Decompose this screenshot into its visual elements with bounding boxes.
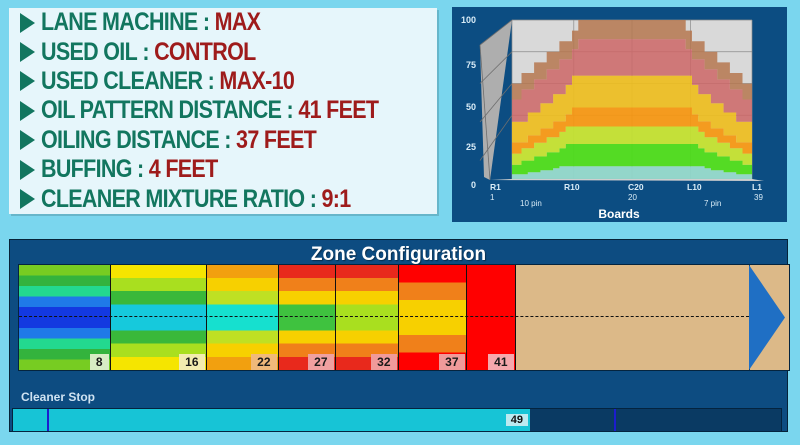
svg-text:L1: L1 — [752, 182, 762, 192]
svg-text:20: 20 — [628, 193, 637, 202]
svg-text:7 pin: 7 pin — [704, 199, 721, 208]
svg-text:39: 39 — [754, 193, 763, 202]
svg-text:R1: R1 — [490, 182, 501, 192]
svg-text:75: 75 — [466, 60, 476, 70]
svg-text:R10: R10 — [564, 182, 580, 192]
svg-text:25: 25 — [466, 142, 476, 152]
svg-text:50: 50 — [466, 102, 476, 112]
svg-text:1: 1 — [490, 193, 495, 202]
svg-text:C20: C20 — [628, 182, 644, 192]
svg-text:Boards: Boards — [598, 207, 640, 221]
svg-text:100: 100 — [461, 15, 476, 25]
svg-text:0: 0 — [471, 180, 476, 190]
svg-text:L10: L10 — [687, 182, 702, 192]
svg-text:10 pin: 10 pin — [520, 199, 542, 208]
